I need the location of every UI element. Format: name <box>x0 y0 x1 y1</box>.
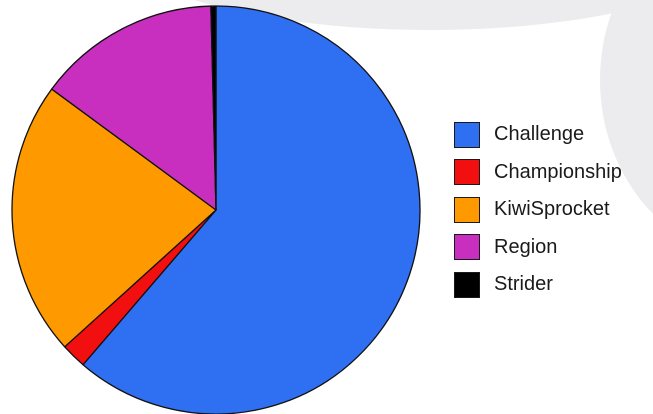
legend-swatch-strider <box>454 271 480 298</box>
legend-item-region: Region <box>454 229 649 267</box>
legend-swatch-kiwisprocket <box>454 196 480 223</box>
legend-item-kiwisprocket: KiwiSprocket <box>454 191 649 229</box>
legend-swatch-championship <box>454 159 480 186</box>
pie-slice-challenge <box>82 5 421 414</box>
legend-label-strider: Strider <box>494 273 553 296</box>
legend-item-championship: Championship <box>454 154 649 192</box>
legend-item-strider: Strider <box>454 266 649 304</box>
pie-slice-region <box>51 5 217 211</box>
legend-swatch-region <box>454 234 480 261</box>
background-arc-right <box>600 0 653 214</box>
legend: Challenge Championship KiwiSprocket Regi… <box>454 116 649 304</box>
legend-label-championship: Championship <box>494 160 622 183</box>
legend-label-challenge: Challenge <box>494 123 585 146</box>
legend-swatch-challenge <box>454 121 480 148</box>
legend-item-challenge: Challenge <box>454 116 649 154</box>
legend-label-kiwisprocket: KiwiSprocket <box>494 198 610 221</box>
legend-label-region: Region <box>494 235 558 258</box>
background-arc-top <box>194 0 653 30</box>
pie-slice-kiwisprocket <box>11 88 217 348</box>
pie-slice-strider <box>210 5 217 211</box>
